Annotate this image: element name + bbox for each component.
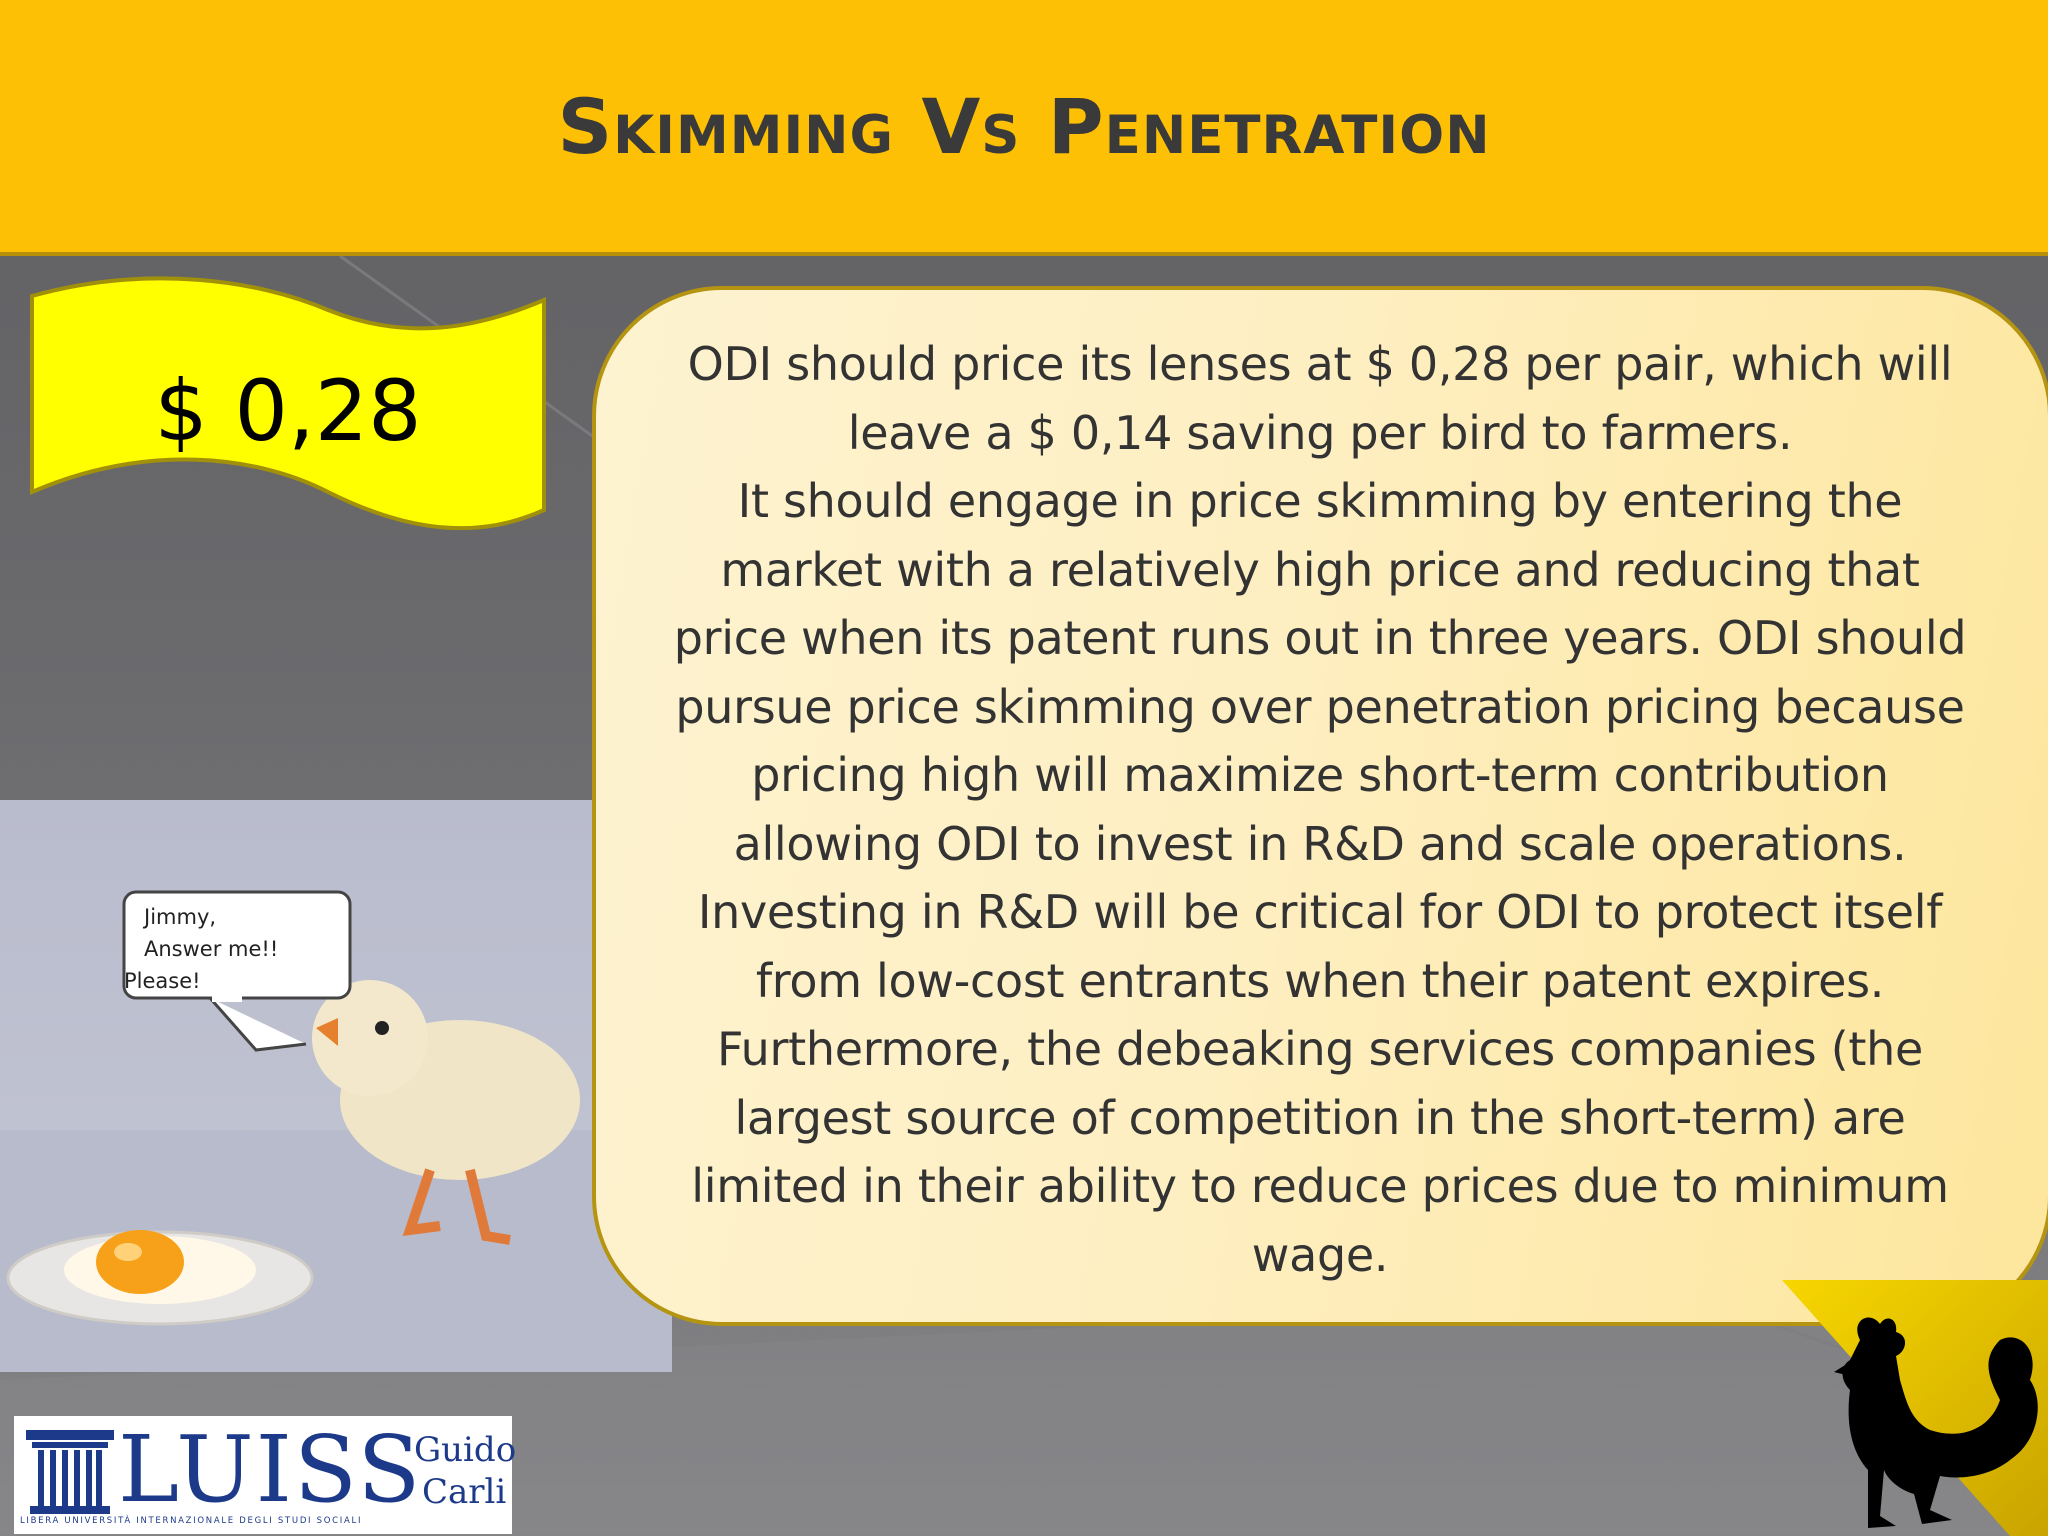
luiss-logo: LUISS Guido Carli LIBERA UNIVERSITÀ INTE…	[14, 1416, 516, 1534]
logo-wordmark: LUISS	[118, 1416, 423, 1523]
body-line: It should engage in price skimming by en…	[737, 474, 1903, 528]
body-line: leave a $ 0,14 saving per bird to farmer…	[847, 405, 1793, 460]
slide-header: Skimming Vs Penetration	[0, 0, 2048, 256]
price-tag-text: $ 0,28	[154, 362, 422, 460]
body-line: limited in their ability to reduce price…	[691, 1159, 1949, 1213]
body-line: largest source of competition in the sho…	[734, 1090, 1906, 1145]
body-line: allowing ODI to invest in R&D and scale …	[733, 816, 1907, 871]
speech-line-3: Please!	[124, 969, 201, 993]
body-line: from low-cost entrants when their patent…	[755, 953, 1885, 1008]
content-box	[592, 286, 2048, 1326]
body-line: Furthermore, the debeaking services comp…	[717, 1022, 1923, 1076]
logo-carli: Carli	[422, 1472, 507, 1512]
slide-title: Skimming Vs Penetration	[557, 82, 1491, 171]
body-text: ODI should price its lenses at $ 0,28 pe…	[650, 330, 1990, 1289]
column-icon	[26, 1430, 114, 1514]
body-line: ODI should price its lenses at $ 0,28 pe…	[687, 337, 1953, 391]
speech-line-2: Answer me!!	[144, 937, 278, 961]
body-line: pricing high will maximize short-term co…	[751, 748, 1889, 802]
body-line: market with a relatively high price and …	[720, 542, 1920, 597]
speech-line-1: Jimmy,	[142, 905, 216, 929]
body-line: pursue price skimming over penetration p…	[675, 679, 1965, 734]
chick-photo: Jimmy, Answer me!! Please!	[0, 800, 672, 1372]
body-line: wage.	[1251, 1227, 1389, 1282]
body-line: Investing in R&D will be critical for OD…	[697, 885, 1943, 939]
rooster-corner	[1782, 1280, 2048, 1536]
logo-subtitle: LIBERA UNIVERSITÀ INTERNAZIONALE DEGLI S…	[20, 1516, 363, 1526]
logo-guido: Guido	[414, 1430, 517, 1470]
price-flag	[30, 276, 546, 530]
rooster-icon	[1834, 1317, 2038, 1528]
body-line: price when its patent runs out in three …	[673, 611, 1967, 665]
